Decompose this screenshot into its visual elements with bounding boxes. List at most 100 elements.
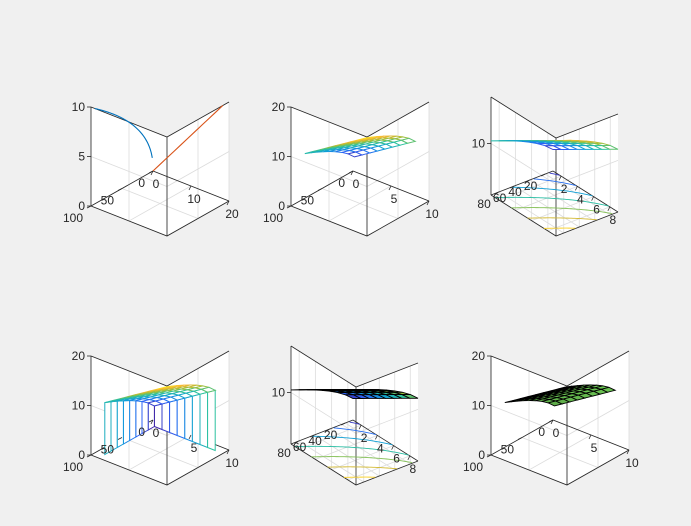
contour-line <box>511 207 613 215</box>
y-tick-mark <box>548 419 554 423</box>
y-tick-label: 40 <box>508 185 522 199</box>
y-tick-label: 100 <box>63 211 83 225</box>
x-tick-label: 10 <box>225 456 239 470</box>
x-tick-mark <box>188 185 192 191</box>
z-tick-label: 10 <box>472 136 486 150</box>
x-tick-label: 20 <box>225 207 239 221</box>
x-tick-label: 0 <box>553 426 560 440</box>
x-tick-label: 5 <box>591 441 598 455</box>
x-tick-mark <box>626 449 630 455</box>
x-tick-mark <box>575 186 578 191</box>
x-tick-mark <box>591 196 594 201</box>
y-tick-mark <box>510 185 515 189</box>
curtain-face <box>207 389 216 452</box>
x-tick-mark <box>226 200 230 206</box>
curtain-face <box>116 400 124 449</box>
axes-top-edge <box>490 350 630 387</box>
z-tick-label: 0 <box>78 448 85 462</box>
contour-line <box>549 172 560 176</box>
y-tick-mark <box>117 188 123 191</box>
axes-top-edge <box>90 350 230 387</box>
x-tick-label: 6 <box>593 203 600 217</box>
x-axis-line <box>352 419 419 462</box>
y-tick-label: 50 <box>101 443 115 457</box>
y-tick-label: 80 <box>477 197 491 211</box>
z-tick-label: 20 <box>472 349 486 363</box>
x-tick-mark <box>226 449 230 455</box>
z-tick-label: 10 <box>272 385 286 399</box>
axes-top-edge <box>90 101 230 138</box>
x-tick-mark <box>350 170 354 176</box>
x-tick-label: 5 <box>191 441 198 455</box>
y-tick-label: 50 <box>301 194 315 208</box>
y-tick-label: 100 <box>263 211 283 225</box>
x-tick-mark <box>550 419 554 425</box>
x-tick-label: 2 <box>361 431 368 445</box>
y-tick-label: 20 <box>324 428 338 442</box>
mesh-face <box>601 145 619 150</box>
z-tick-label: 0 <box>278 199 285 213</box>
contour-line <box>511 186 593 197</box>
surface-face <box>600 386 617 393</box>
y-tick-label: 0 <box>538 425 545 439</box>
x-tick-label: 4 <box>377 441 384 455</box>
x-tick-mark <box>150 170 154 176</box>
x-tick-label: 8 <box>610 213 617 227</box>
y-tick-label: 0 <box>338 176 345 190</box>
curtain-face <box>169 399 178 437</box>
x-tick-mark <box>588 434 592 440</box>
contour-line <box>349 421 360 425</box>
mesh-face <box>199 386 217 393</box>
curtain-face <box>122 400 131 445</box>
curtain-face <box>199 391 209 449</box>
curtain-face <box>176 397 186 440</box>
x-tick-label: 8 <box>410 462 417 476</box>
y-tick-mark <box>148 419 154 423</box>
x-tick-mark <box>150 419 154 425</box>
y-tick-label: 60 <box>493 191 507 205</box>
contour-line <box>527 217 597 221</box>
y-tick-label: 40 <box>308 434 322 448</box>
z-tick-label: 20 <box>72 349 86 363</box>
z-tick-label: 10 <box>72 399 86 413</box>
x-tick-label: 0 <box>153 426 160 440</box>
x-axis-line <box>552 170 619 213</box>
x-tick-mark <box>426 200 430 206</box>
y-tick-mark <box>348 170 354 174</box>
contour-line <box>533 178 577 186</box>
y-tick-label: 50 <box>501 443 515 457</box>
y-tick-label: 50 <box>101 194 115 208</box>
series-line-2 <box>152 105 224 172</box>
x-tick-mark <box>391 445 394 450</box>
contour-line <box>295 445 409 456</box>
y-tick-label: 0 <box>138 425 145 439</box>
x-tick-label: 10 <box>425 207 439 221</box>
z-tick-label: 20 <box>272 100 286 114</box>
z-tick-label: 0 <box>478 448 485 462</box>
x-tick-label: 4 <box>577 192 584 206</box>
x-tick-mark <box>407 455 411 461</box>
x-tick-mark <box>358 424 362 430</box>
series-line-1 <box>94 107 153 159</box>
x-tick-label: 5 <box>391 192 398 206</box>
x-tick-mark <box>375 435 378 440</box>
axes-top-edge <box>490 96 619 139</box>
y-tick-mark <box>310 434 315 438</box>
x-tick-mark <box>558 175 562 181</box>
y-tick-label: 100 <box>63 460 83 474</box>
x-tick-label: 10 <box>187 192 201 206</box>
y-tick-mark <box>294 440 299 444</box>
contour-line <box>495 196 609 207</box>
y-tick-mark <box>525 179 530 183</box>
contour-line <box>311 456 413 464</box>
curtain-face <box>161 401 171 434</box>
z-tick-label: 5 <box>78 150 85 164</box>
z-tick-label: 10 <box>72 100 86 114</box>
mesh-face <box>399 137 417 144</box>
